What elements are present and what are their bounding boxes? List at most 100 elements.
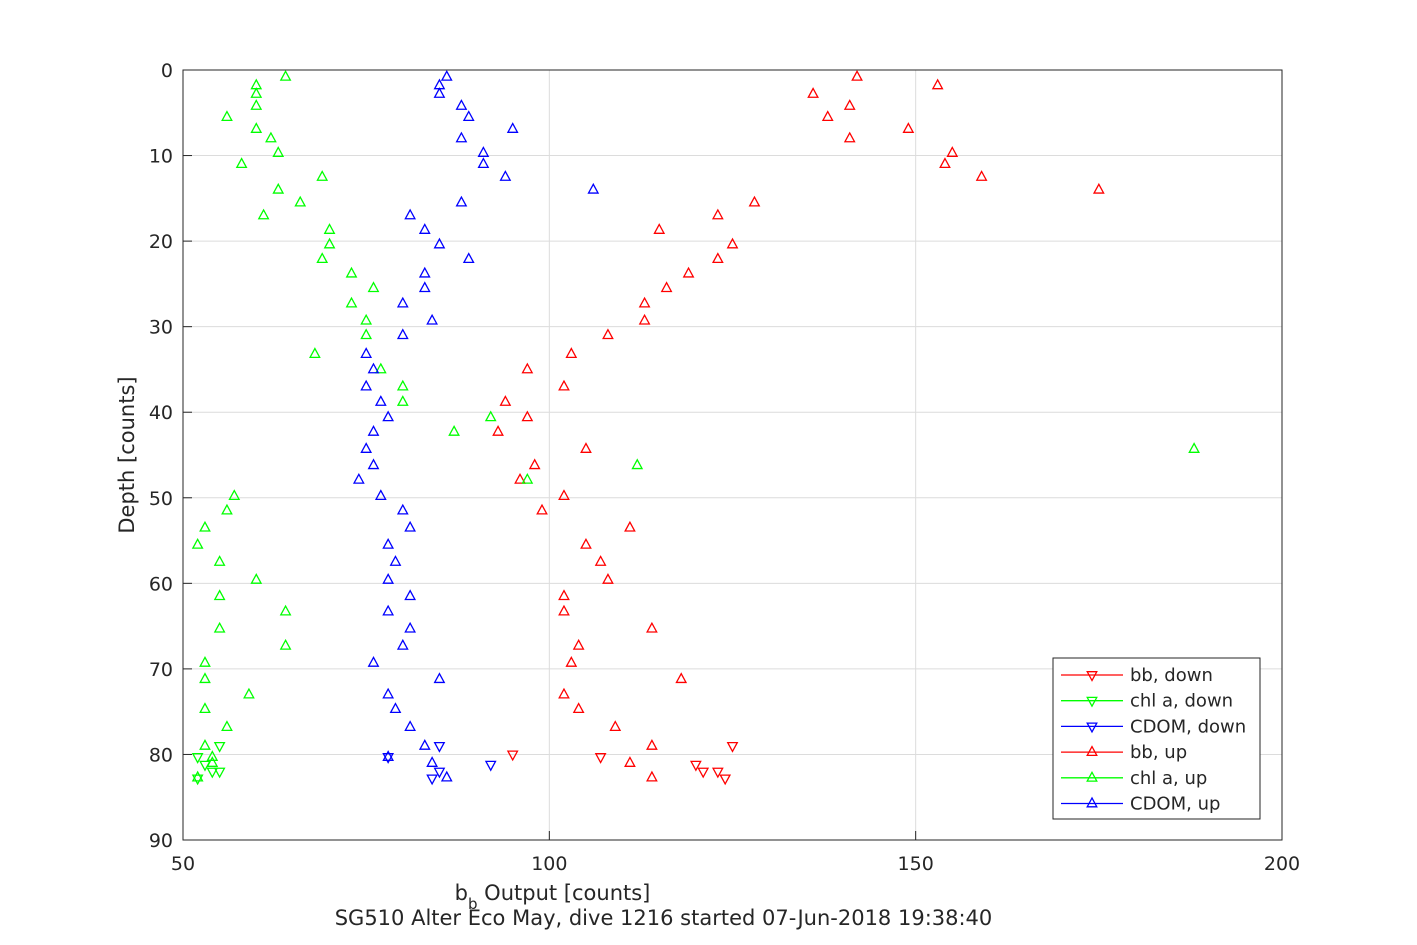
data-point xyxy=(360,347,373,358)
data-point xyxy=(521,362,534,374)
data-point xyxy=(426,774,438,786)
data-point xyxy=(199,702,211,714)
data-point xyxy=(228,489,241,501)
data-point xyxy=(521,410,534,422)
data-point xyxy=(580,442,592,453)
data-point xyxy=(360,313,373,325)
data-point xyxy=(748,195,761,207)
data-point xyxy=(521,472,534,484)
legend-marker xyxy=(1086,745,1098,757)
data-point xyxy=(323,223,336,234)
data-point xyxy=(851,69,863,81)
data-point xyxy=(697,767,710,779)
data-point xyxy=(528,458,541,470)
legend-marker xyxy=(1086,696,1098,708)
data-point xyxy=(660,281,673,293)
y-tick-label: 70 xyxy=(149,659,173,681)
data-point xyxy=(309,347,321,358)
data-point xyxy=(206,750,219,761)
legend-entry: bb, up xyxy=(1061,742,1187,763)
x-tick-label: 100 xyxy=(531,853,567,875)
data-point xyxy=(536,503,548,515)
legend-label: bb, down xyxy=(1130,665,1213,686)
data-point xyxy=(396,296,409,308)
data-point xyxy=(257,208,270,220)
data-point xyxy=(433,237,446,249)
x-axis-label-main: b xyxy=(455,881,468,905)
data-point xyxy=(404,589,417,601)
chart-legend: bb, down chl a, down CDOM, down bb, up chl a… xyxy=(1052,657,1261,820)
legend-marker xyxy=(1086,671,1098,682)
series-1 xyxy=(191,741,226,786)
data-point xyxy=(250,87,263,98)
data-point xyxy=(235,157,248,169)
data-point xyxy=(843,99,856,110)
legend-marker xyxy=(1086,796,1098,808)
data-point xyxy=(587,182,600,194)
data-point xyxy=(316,252,329,264)
data-point xyxy=(594,555,607,566)
data-point xyxy=(711,252,724,264)
legend-entry: CDOM, down xyxy=(1061,716,1246,737)
x-tick-label: 150 xyxy=(898,853,934,875)
data-point xyxy=(653,223,666,234)
data-point xyxy=(250,99,263,110)
data-point xyxy=(191,770,204,782)
data-point xyxy=(939,157,951,169)
data-point xyxy=(821,110,834,122)
data-point xyxy=(506,122,519,133)
legend-box xyxy=(1052,657,1261,820)
data-point xyxy=(279,638,292,650)
data-point xyxy=(243,687,255,699)
plot-frame xyxy=(182,69,1283,841)
data-point xyxy=(345,296,358,308)
data-point xyxy=(418,223,431,234)
x-tick-label: 200 xyxy=(1264,853,1300,875)
data-point xyxy=(213,621,226,633)
data-point xyxy=(646,739,658,750)
series-2 xyxy=(382,741,497,786)
legend-label: CDOM, down xyxy=(1130,716,1246,737)
data-point xyxy=(396,379,409,391)
data-point xyxy=(682,266,695,278)
data-point xyxy=(272,146,285,157)
data-point xyxy=(602,573,614,584)
legend-label: bb, up xyxy=(1130,742,1187,763)
data-point xyxy=(602,328,614,340)
data-point xyxy=(382,573,395,584)
data-point xyxy=(404,520,417,532)
y-tick-label: 50 xyxy=(149,488,173,510)
data-point xyxy=(367,281,380,293)
data-point xyxy=(726,237,739,249)
data-point xyxy=(624,756,636,767)
data-point xyxy=(609,720,622,732)
data-point xyxy=(213,741,226,753)
data-point xyxy=(316,170,329,181)
data-point xyxy=(404,208,417,220)
data-point xyxy=(191,537,204,549)
data-point xyxy=(199,739,211,750)
data-point xyxy=(558,589,570,601)
data-point xyxy=(638,296,651,308)
data-point xyxy=(323,237,336,249)
data-point xyxy=(631,458,644,470)
data-point xyxy=(191,753,204,764)
data-point xyxy=(646,770,658,782)
y-tick-label: 40 xyxy=(149,402,173,424)
data-point xyxy=(455,131,468,143)
data-point xyxy=(352,472,365,484)
data-point xyxy=(726,741,739,753)
data-point xyxy=(265,131,277,143)
y-tick-label: 0 xyxy=(161,60,173,82)
data-point xyxy=(396,328,409,340)
data-point xyxy=(433,741,446,753)
data-point xyxy=(492,425,504,436)
data-point xyxy=(382,687,395,699)
data-point xyxy=(374,489,387,501)
data-point xyxy=(360,379,373,391)
series-5 xyxy=(352,69,600,782)
data-point xyxy=(199,672,211,684)
data-point xyxy=(367,656,380,667)
data-point xyxy=(455,99,468,110)
